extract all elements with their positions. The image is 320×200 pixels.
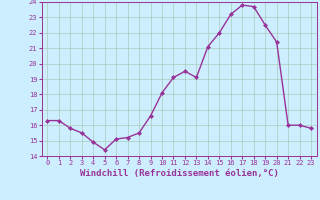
X-axis label: Windchill (Refroidissement éolien,°C): Windchill (Refroidissement éolien,°C) [80,169,279,178]
